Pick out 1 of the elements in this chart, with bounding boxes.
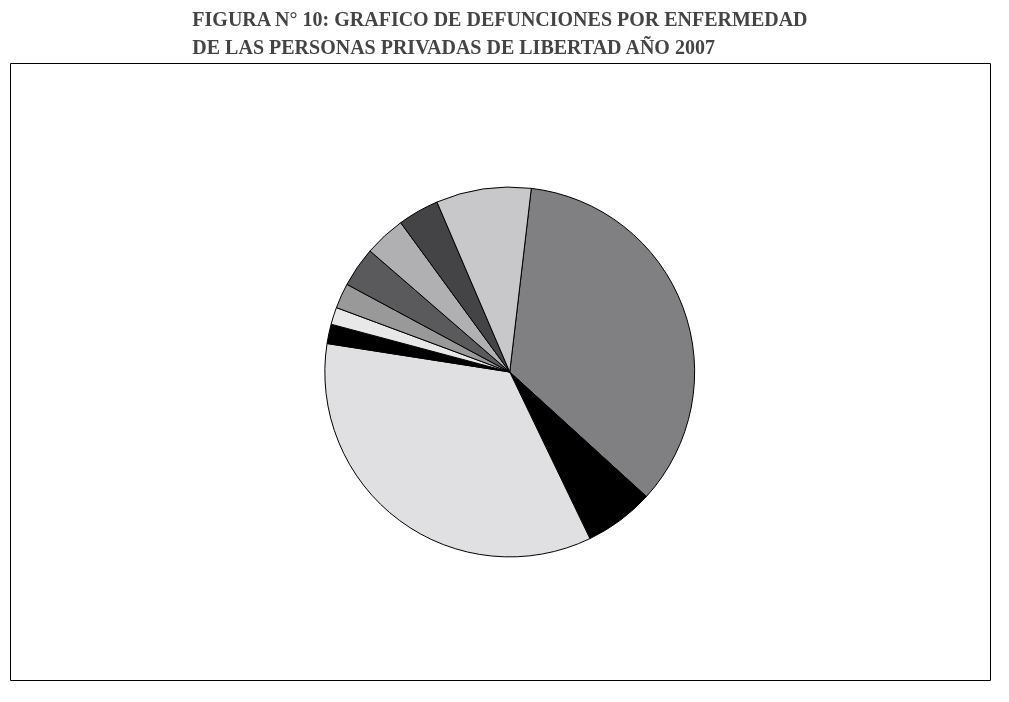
chart-title: FIGURA N° 10: GRAFICO DE DEFUNCIONES POR ENFERMEDAD DE LAS PERSONAS PRIVADAS DE LIBERTAD AÑO 2007 xyxy=(192,7,808,59)
